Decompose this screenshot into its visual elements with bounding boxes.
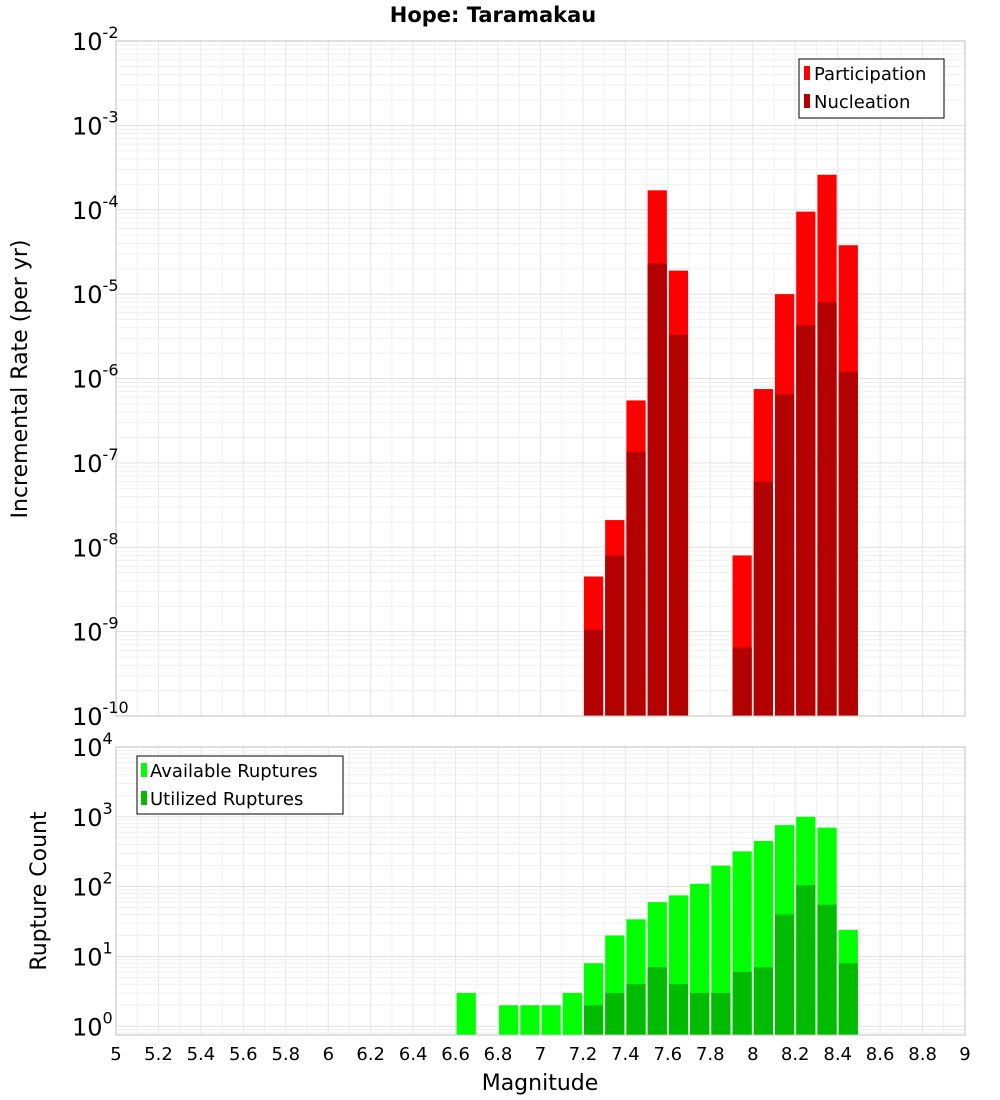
top-y-tick-label: 10-7 [72, 445, 119, 478]
participation-swatch [804, 66, 810, 80]
rate-bar-nucleation [583, 629, 604, 716]
rate-bar-nucleation [732, 647, 752, 716]
bottom-y-tick-label: 104 [72, 729, 113, 762]
x-tick-label: 8.8 [908, 1044, 937, 1065]
x-tick-label: 8.2 [781, 1044, 810, 1065]
rate-bar-nucleation [605, 555, 625, 716]
x-axis-label: Magnitude [482, 1071, 599, 1096]
top-y-tick-label: 10-5 [72, 276, 119, 309]
top-y-tick-label: 10-4 [72, 192, 119, 225]
bottom-legend: Available Ruptures Utilized Ruptures [136, 755, 344, 815]
top-bars [583, 174, 858, 717]
top-y-tick-label: 10-2 [72, 23, 119, 56]
available-swatch [141, 763, 147, 777]
legend-utilized: Utilized Ruptures [150, 789, 303, 810]
count-bar-utilized-ruptures [605, 992, 625, 1035]
top-gridlines [116, 41, 965, 716]
bottom-y-tick-labels: 104 103 102 101 100 [72, 729, 113, 1041]
count-bar-available-ruptures [520, 1005, 540, 1035]
x-tick-label: 8 [747, 1044, 758, 1065]
top-y-tick-label: 10-3 [72, 107, 119, 140]
rate-bar-nucleation [647, 263, 667, 716]
count-bar-available-ruptures [541, 1005, 561, 1035]
legend-nucleation: Nucleation [814, 92, 910, 113]
x-tick-label: 7.8 [696, 1044, 725, 1065]
bottom-y-tick-label: 100 [72, 1008, 113, 1041]
count-bar-utilized-ruptures [668, 984, 689, 1035]
x-tick-label: 6.6 [441, 1044, 470, 1065]
x-tick-label: 7.4 [611, 1044, 640, 1065]
x-tick-label: 7.6 [653, 1044, 682, 1065]
legend-participation: Participation [814, 64, 926, 85]
count-bar-utilized-ruptures [690, 992, 710, 1035]
x-tick-label: 8.4 [823, 1044, 852, 1065]
rate-bar-nucleation [796, 325, 816, 716]
rate-bar-nucleation [838, 371, 858, 716]
x-tick-labels: 5 5.2 5.4 5.6 5.8 6 6.2 6.4 6.6 6.8 7 7.2 7.4 7.6 7.8 8… [110, 1044, 970, 1065]
count-bar-available-ruptures [499, 1005, 519, 1035]
x-tick-label: 9 [959, 1044, 970, 1065]
utilized-swatch [141, 791, 147, 805]
rate-bar-nucleation [774, 394, 795, 716]
x-tick-label: 6.4 [399, 1044, 428, 1065]
bottom-legend-box [136, 755, 344, 815]
top-y-tick-label: 10-8 [72, 529, 119, 562]
top-y-axis-label: Incremental Rate (per yr) [8, 240, 33, 519]
rate-bar-nucleation [626, 451, 646, 716]
count-bar-available-ruptures [456, 992, 476, 1035]
rate-bar-nucleation [668, 334, 689, 716]
x-tick-label: 5 [110, 1044, 121, 1065]
count-bar-available-ruptures [711, 865, 731, 1035]
top-legend: Participation Nucleation [798, 58, 945, 119]
count-bar-utilized-ruptures [838, 963, 858, 1035]
count-bar-utilized-ruptures [711, 992, 731, 1035]
count-bar-utilized-ruptures [732, 971, 752, 1035]
bottom-y-tick-label: 102 [72, 869, 113, 902]
x-tick-label: 5.8 [271, 1044, 300, 1065]
bottom-plot-border [115, 746, 966, 1036]
x-tick-label: 6.2 [356, 1044, 385, 1065]
top-y-tick-label: 10-9 [72, 614, 119, 647]
x-tick-label: 7.2 [569, 1044, 598, 1065]
bottom-y-axis-label: Rupture Count [27, 811, 52, 971]
chart-title: Hope: Taramakau [390, 3, 596, 27]
x-tick-label: 6.8 [484, 1044, 513, 1065]
nucleation-swatch [804, 94, 810, 108]
x-tick-label: 5.2 [144, 1044, 173, 1065]
count-bar-utilized-ruptures [774, 914, 795, 1035]
rate-bar-nucleation [753, 481, 773, 716]
count-bar-available-ruptures [562, 992, 582, 1035]
count-bar-utilized-ruptures [753, 967, 773, 1035]
count-bar-utilized-ruptures [796, 885, 816, 1035]
x-tick-label: 8.6 [866, 1044, 895, 1065]
count-bar-utilized-ruptures [817, 904, 837, 1035]
count-bar-utilized-ruptures [583, 1005, 604, 1035]
count-bar-utilized-ruptures [647, 967, 667, 1035]
rate-bar-nucleation [817, 302, 837, 716]
top-y-tick-label: 10-10 [72, 698, 129, 731]
top-y-tick-label: 10-6 [72, 361, 119, 394]
x-tick-label: 5.6 [229, 1044, 258, 1065]
count-bar-utilized-ruptures [626, 984, 646, 1035]
legend-available: Available Ruptures [150, 761, 318, 782]
x-tick-label: 7 [535, 1044, 546, 1065]
bottom-y-tick-label: 103 [72, 799, 113, 832]
bottom-bars [456, 816, 858, 1035]
x-tick-label: 5.4 [187, 1044, 216, 1065]
bottom-y-tick-label: 101 [72, 939, 113, 972]
top-plot-border [115, 40, 966, 717]
top-legend-box [798, 58, 945, 119]
top-y-tick-labels: 10-2 10-3 10-4 10-5 10-6 10-7 10-8 10-9 10-10 [72, 23, 129, 731]
x-tick-label: 6 [323, 1044, 334, 1065]
